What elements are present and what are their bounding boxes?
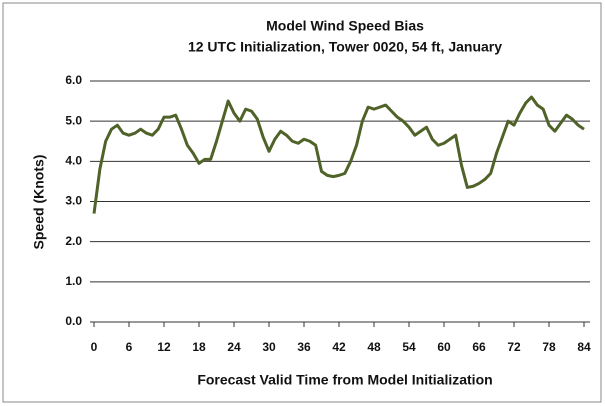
chart-title: Model Wind Speed Bias bbox=[266, 18, 424, 34]
x-tick-label: 54 bbox=[402, 340, 416, 354]
y-tick-label: 5.0 bbox=[65, 113, 82, 127]
x-tick-label: 18 bbox=[192, 340, 206, 354]
x-tick-label: 0 bbox=[91, 340, 98, 354]
y-tick-label: 3.0 bbox=[65, 194, 82, 208]
y-tick-label: 2.0 bbox=[65, 234, 82, 248]
y-tick-label: 0.0 bbox=[65, 314, 82, 328]
x-tick-label: 48 bbox=[367, 340, 381, 354]
y-axis-label: Speed (Knots) bbox=[31, 155, 47, 250]
y-tick-label: 4.0 bbox=[65, 154, 82, 168]
chart-border bbox=[2, 2, 602, 403]
y-tick-label: 1.0 bbox=[65, 274, 82, 288]
x-tick-label: 30 bbox=[262, 340, 276, 354]
x-tick-label: 60 bbox=[437, 340, 451, 354]
chart-subtitle: 12 UTC Initialization, Tower 0020, 54 ft… bbox=[188, 39, 502, 55]
x-tick-label: 78 bbox=[542, 340, 556, 354]
x-tick-label: 66 bbox=[472, 340, 486, 354]
data-line bbox=[92, 95, 585, 214]
x-tick-label: 24 bbox=[227, 340, 241, 354]
y-tick-label: 6.0 bbox=[65, 73, 82, 87]
x-tick-label: 84 bbox=[577, 340, 591, 354]
x-tick-label: 42 bbox=[332, 340, 346, 354]
x-tick-label: 6 bbox=[126, 340, 133, 354]
x-tick-label: 12 bbox=[157, 340, 171, 354]
x-axis-label: Forecast Valid Time from Model Initializ… bbox=[197, 372, 492, 388]
x-tick-label: 36 bbox=[297, 340, 311, 354]
x-tick-label: 72 bbox=[507, 340, 521, 354]
